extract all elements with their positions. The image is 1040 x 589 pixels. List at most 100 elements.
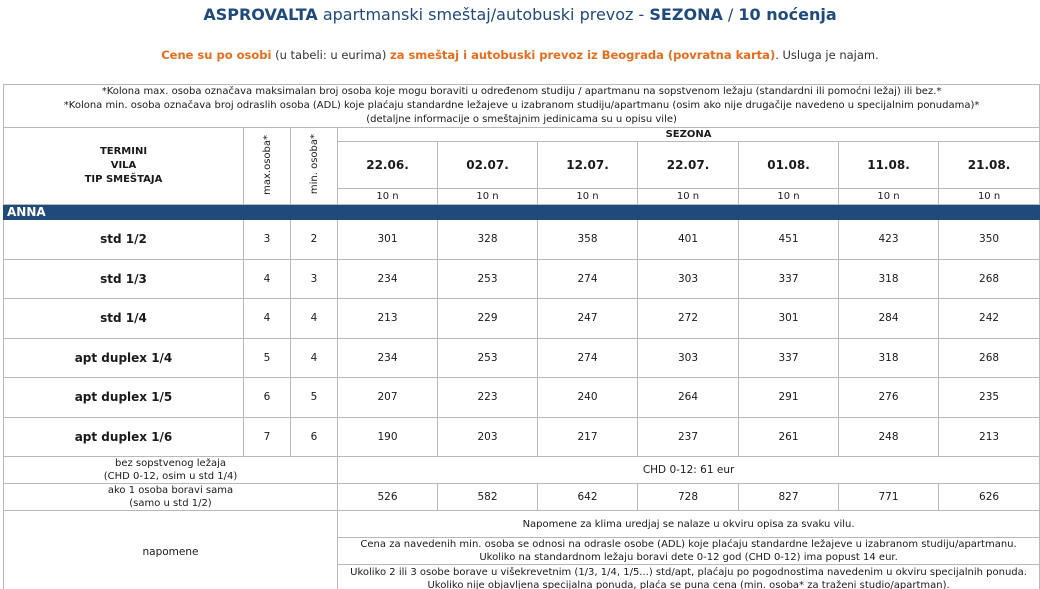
price-cell: 301 xyxy=(738,298,839,339)
max-persons: 6 xyxy=(243,377,291,418)
min-persons: 6 xyxy=(290,416,338,457)
price-cell: 223 xyxy=(437,377,538,418)
price-cell: 274 xyxy=(537,337,638,378)
header-row-dates: 22.06. 02.07. 12.07. 22.07. 01.08. 11.08… xyxy=(4,141,1040,189)
date-header: 22.06. xyxy=(337,141,438,189)
price-cell: 213 xyxy=(337,298,438,339)
accommodation-row: std 1/3 4 3 234 253 274 303 337 318 268 xyxy=(3,258,1040,299)
notes-label: napomene xyxy=(3,510,338,589)
nights-header: 10 n xyxy=(937,188,1040,205)
note-special-offer-line1: Ukoliko 2 ili 3 osobe borave u višekreve… xyxy=(350,567,1027,578)
note-special-offer-line2: Ukoliko nije objavljena specijalna ponud… xyxy=(427,580,950,589)
min-persons: 4 xyxy=(290,298,338,339)
note-min-persons-line2: Ukoliko na standardnom ležaju boravi det… xyxy=(479,552,898,563)
price-cell: 358 xyxy=(537,219,638,260)
price-cell: 291 xyxy=(738,377,839,418)
no-bed-label-line2: (CHD 0-12, osim u std 1/4) xyxy=(103,471,238,482)
price-cell: 190 xyxy=(337,416,438,457)
price-cell: 217 xyxy=(537,416,638,457)
accommodation-row: std 1/4 4 4 213 229 247 272 301 284 242 xyxy=(3,298,1040,339)
price-rows: std 1/2 3 2 301 328 358 401 451 423 350 std 1/3 4 3 2… xyxy=(3,219,1040,457)
price-cell: 303 xyxy=(637,337,739,378)
price-cell: 303 xyxy=(637,258,739,299)
price-cell: 234 xyxy=(337,258,438,299)
header-tip-smestaja: TIP SMEŠTAJA xyxy=(84,174,163,185)
price-cell: 318 xyxy=(838,258,939,299)
single-price: 626 xyxy=(937,483,1040,511)
price-cell: 276 xyxy=(838,377,939,418)
accommodation-type: apt duplex 1/5 xyxy=(3,377,244,418)
price-cell: 242 xyxy=(937,298,1040,339)
info-note-details: (detaljne informacije o smeštajnim jedin… xyxy=(366,114,677,125)
info-notes-row: *Kolona max. osoba označava maksimalan b… xyxy=(2,84,1040,128)
single-occupancy-line1: ako 1 osoba boravi sama xyxy=(107,485,234,496)
price-cell: 253 xyxy=(437,337,538,378)
accommodation-type: std 1/3 xyxy=(3,258,244,299)
min-persons: 2 xyxy=(290,219,338,260)
note-min-persons-line1: Cena za navedenih min. osoba se odnosi n… xyxy=(360,539,1017,550)
price-cell: 268 xyxy=(937,258,1040,299)
date-header: 02.07. xyxy=(437,141,538,189)
villa-name: ANNA xyxy=(2,204,1040,220)
price-cell: 229 xyxy=(437,298,538,339)
header-vila: VILA xyxy=(110,160,137,171)
price-cell: 234 xyxy=(337,337,438,378)
nights-header: 10 n xyxy=(738,188,839,205)
price-cell: 240 xyxy=(537,377,638,418)
price-cell: 268 xyxy=(937,337,1040,378)
title-nights: 10 noćenja xyxy=(738,5,837,24)
accommodation-row: apt duplex 1/4 5 4 234 253 274 303 337 318 268 xyxy=(3,337,1040,378)
date-header: 01.08. xyxy=(738,141,839,189)
price-cell: 423 xyxy=(838,219,939,260)
subtitle-service: . Usluga je najam. xyxy=(775,48,879,62)
title-separator: / xyxy=(722,5,739,24)
price-cell: 350 xyxy=(937,219,1040,260)
single-occupancy-row: ako 1 osoba boravi sama (samo u std 1/2)… xyxy=(3,483,1040,511)
single-price: 642 xyxy=(537,483,638,511)
price-cell: 272 xyxy=(637,298,739,339)
price-subtitle: Cene su po osobi (u tabeli: u eurima) za… xyxy=(0,48,1040,62)
single-price: 728 xyxy=(637,483,739,511)
price-cell: 213 xyxy=(937,416,1040,457)
header-row-nights: 10 n 10 n 10 n 10 n 10 n 10 n 10 n xyxy=(4,188,1040,205)
price-cell: 337 xyxy=(738,258,839,299)
min-persons: 5 xyxy=(290,377,338,418)
min-persons: 3 xyxy=(290,258,338,299)
note-min-persons: Cena za navedenih min. osoba se odnosi n… xyxy=(336,537,1040,565)
info-notes: *Kolona max. osoba označava maksimalan b… xyxy=(2,84,1040,128)
single-occupancy-line2: (samo u std 1/2) xyxy=(129,498,212,509)
price-cell: 284 xyxy=(838,298,939,339)
price-cell: 401 xyxy=(637,219,739,260)
single-price: 771 xyxy=(838,483,939,511)
price-cell: 328 xyxy=(437,219,538,260)
price-cell: 264 xyxy=(637,377,739,418)
accommodation-type: apt duplex 1/4 xyxy=(3,337,244,378)
subtitle-per-person: Cene su po osobi xyxy=(161,48,272,62)
no-bed-price: CHD 0-12: 61 eur xyxy=(336,456,1040,484)
notes-row-2: Cena za navedenih min. osoba se odnosi n… xyxy=(4,537,1040,565)
page-title: ASPROVALTA apartmanski smeštaj/autobuski… xyxy=(0,5,1040,24)
single-price: 526 xyxy=(337,483,438,511)
price-cell: 207 xyxy=(337,377,438,418)
price-cell: 247 xyxy=(537,298,638,339)
price-cell: 253 xyxy=(437,258,538,299)
header-terms: TERMINI VILA TIP SMEŠTAJA xyxy=(3,127,244,205)
max-persons: 3 xyxy=(243,219,291,260)
date-header: 21.08. xyxy=(937,141,1040,189)
no-bed-label: bez sopstvenog ležaja (CHD 0-12, osim u … xyxy=(3,456,338,484)
nights-header: 10 n xyxy=(637,188,739,205)
price-cell: 451 xyxy=(738,219,839,260)
note-air-conditioning: Napomene za klima uredjaj se nalaze u ok… xyxy=(336,510,1040,538)
max-persons: 5 xyxy=(243,337,291,378)
accommodation-row: apt duplex 1/5 6 5 207 223 240 264 291 276 235 xyxy=(3,377,1040,418)
date-header: 11.08. xyxy=(838,141,939,189)
info-note-min: *Kolona min. osoba označava broj odrasli… xyxy=(63,100,980,111)
header-season: SEZONA xyxy=(336,127,1040,142)
subtitle-currency: (u tabeli: u eurima) xyxy=(271,48,390,62)
price-cell: 203 xyxy=(437,416,538,457)
price-cell: 274 xyxy=(537,258,638,299)
max-persons: 7 xyxy=(243,416,291,457)
info-note-max: *Kolona max. osoba označava maksimalan b… xyxy=(101,86,942,97)
accommodation-type: std 1/4 xyxy=(3,298,244,339)
header-row-season: TERMINI VILA TIP SMEŠTAJA max.osoba* min… xyxy=(3,127,1040,205)
